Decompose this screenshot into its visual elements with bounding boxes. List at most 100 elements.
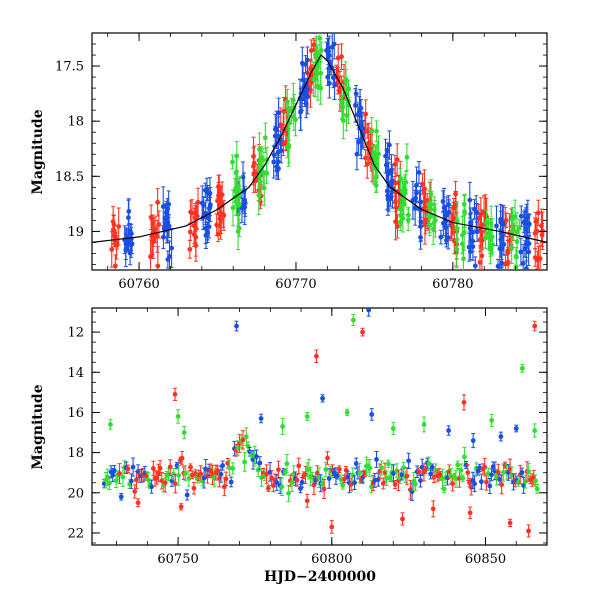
top-data-point (236, 202, 242, 208)
bottom-data-point (385, 461, 391, 467)
bottom-data-point (228, 479, 234, 485)
bottom-data-point (455, 462, 461, 468)
bottom-outlier-point (181, 430, 187, 435)
top-data-point (312, 52, 318, 58)
top-data-point (392, 161, 398, 167)
bottom-outlier-point (369, 412, 375, 417)
x-tick-label: 60770 (275, 277, 316, 292)
bottom-outlier-point (280, 424, 286, 429)
bottom-outlier-point (446, 428, 452, 433)
bottom-data-point (340, 483, 346, 488)
y-tick-label: 20 (67, 486, 84, 501)
bottom-outlier-point (513, 426, 519, 431)
top-data-point (298, 108, 304, 114)
top-data-point (418, 199, 424, 205)
top-data-point (340, 105, 345, 110)
top-data-point (369, 129, 375, 135)
top-data-point (521, 219, 527, 225)
bottom-outlier-point (532, 428, 538, 433)
bottom-data-point (284, 461, 290, 467)
top-data-point (272, 133, 278, 139)
top-data-point (109, 247, 115, 252)
top-data-point (522, 246, 528, 252)
top-data-point (290, 97, 296, 103)
bottom-data-point (191, 485, 197, 491)
bottom-outlier-point (366, 308, 372, 313)
top-data-point (233, 170, 239, 175)
top-data-point (518, 249, 524, 255)
top-data-point (313, 69, 319, 74)
top-data-point (483, 235, 488, 241)
top-data-point (352, 103, 358, 108)
top-data-point (473, 210, 479, 215)
top-data-point (479, 253, 485, 259)
top-data-point (311, 42, 317, 48)
bottom-data-point (487, 483, 493, 489)
top-data-point (123, 247, 129, 253)
top-data-point (148, 214, 154, 220)
bottom-data-point (404, 473, 410, 479)
bottom-outlier-point (320, 395, 325, 401)
top-data-point (418, 224, 423, 229)
top-data-point (503, 217, 509, 223)
top-data-point (155, 199, 161, 205)
bottom-data-point (460, 475, 466, 481)
top-data-point (454, 246, 460, 252)
bottom-outlier-point (470, 438, 476, 443)
bottom-data-point (325, 455, 330, 461)
y-tick-label: 14 (67, 366, 84, 381)
top-data-point (499, 246, 505, 252)
bottom-outlier-point (314, 353, 319, 359)
bottom-data-point (352, 480, 357, 486)
top-data-point (501, 242, 507, 247)
top-data-point (354, 151, 360, 157)
top-data-point (526, 249, 532, 255)
top-data-point (445, 235, 451, 240)
bottom-data-point (321, 486, 327, 492)
top-data-point (516, 226, 522, 231)
top-data-point (331, 41, 337, 47)
top-axis-ticks: 60760 60770 60780 17.5 18 18.5 19 (55, 32, 548, 292)
top-data-point (219, 192, 225, 198)
bottom-outlier-point (467, 510, 473, 516)
bottom-outlier-point (108, 422, 113, 427)
bottom-outlier-point (172, 391, 178, 397)
top-data-point (513, 264, 519, 270)
bottom-outlier-point (178, 504, 184, 510)
y-tick-label: 16 (67, 406, 84, 421)
bottom-data-point (426, 461, 432, 467)
top-data-point (490, 242, 496, 248)
top-data-point (278, 122, 284, 128)
bottom-data-point (157, 465, 163, 471)
bottom-data-point (112, 468, 117, 474)
bottom-data-point (296, 463, 302, 469)
y-tick-label: 17.5 (55, 60, 84, 75)
top-data-point (116, 224, 122, 229)
top-data-point (535, 210, 541, 216)
top-data-point (240, 174, 246, 180)
bottom-data-point (167, 464, 173, 470)
top-data-point (428, 202, 434, 207)
top-data-point (400, 188, 406, 194)
top-data-point (188, 209, 194, 215)
top-data-point (155, 263, 161, 269)
bottom-data-point (392, 482, 398, 487)
bottom-data-point (149, 484, 155, 490)
bottom-data-point (150, 466, 156, 471)
top-data-point (461, 256, 466, 262)
top-data-point (305, 57, 310, 63)
bottom-data-point (478, 479, 484, 485)
top-y-axis-title: Magnitude (30, 109, 46, 194)
top-data-point (271, 152, 277, 158)
bottom-outlier-point (175, 414, 181, 419)
top-model-curve (92, 54, 547, 243)
bottom-data-point (218, 471, 224, 477)
bottom-data-point (335, 473, 341, 478)
top-data-point (258, 164, 264, 169)
bottom-data-point (391, 471, 396, 476)
bottom-outlier-point (430, 506, 436, 512)
top-data-point (488, 220, 494, 226)
top-data-point (257, 146, 262, 152)
bottom-outlier-point (234, 323, 239, 329)
bottom-data-point (130, 464, 136, 470)
